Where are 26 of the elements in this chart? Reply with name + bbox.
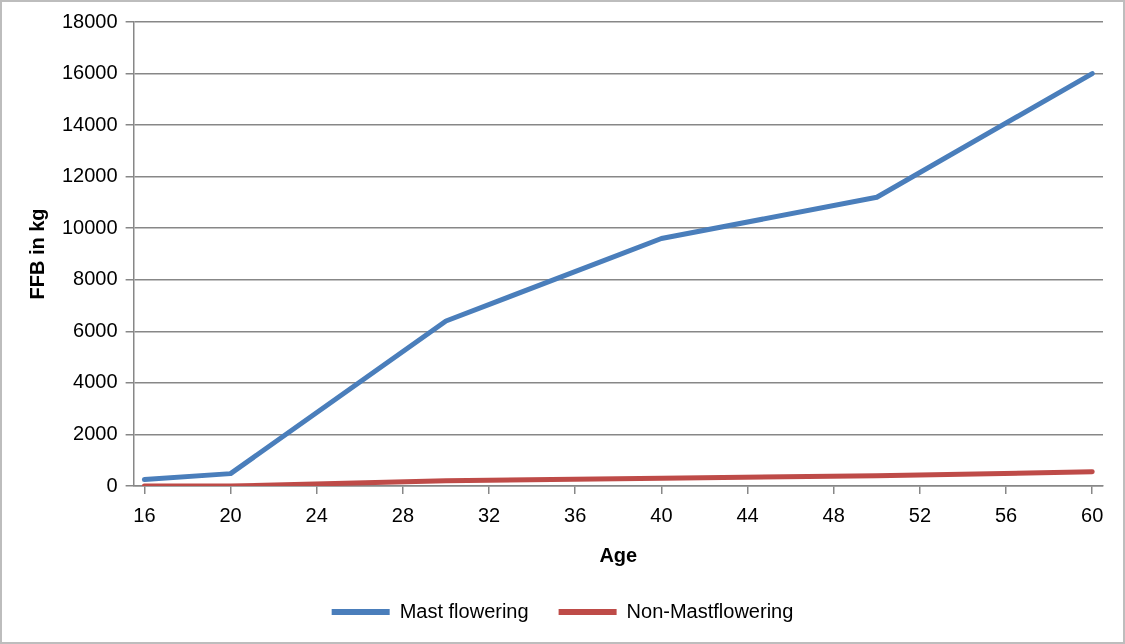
y-tick-label: 2000 <box>73 421 118 444</box>
y-tick-label: 8000 <box>73 267 118 290</box>
x-tick-label: 20 <box>219 503 242 526</box>
x-tick-label: 52 <box>908 503 932 526</box>
legend-label: Non-Mastflowering <box>626 599 794 622</box>
y-tick-label: 14000 <box>61 112 118 135</box>
x-tick-label: 48 <box>822 503 845 526</box>
x-tick-label: 16 <box>133 503 156 526</box>
x-tick-label: 56 <box>994 503 1018 526</box>
y-tick-label: 10000 <box>61 215 118 238</box>
x-axis-title: Age <box>599 543 638 566</box>
x-tick-label: 32 <box>477 503 501 526</box>
x-tick-label: 60 <box>1081 503 1104 526</box>
y-tick-label: 4000 <box>73 370 118 393</box>
legend-label: Mast flowering <box>399 599 529 622</box>
y-tick-label: 0 <box>106 473 118 496</box>
x-tick-label: 40 <box>650 503 673 526</box>
x-tick-label: 28 <box>391 503 415 526</box>
x-tick-label: 24 <box>305 503 328 526</box>
x-tick-label: 44 <box>736 503 759 526</box>
y-axis-title: FFB in kg <box>25 208 48 300</box>
y-tick-label: 18000 <box>61 9 118 32</box>
y-tick-label: 6000 <box>73 318 118 341</box>
x-tick-label: 36 <box>564 503 587 526</box>
y-tick-label: 12000 <box>61 164 118 187</box>
y-tick-label: 16000 <box>61 61 118 84</box>
